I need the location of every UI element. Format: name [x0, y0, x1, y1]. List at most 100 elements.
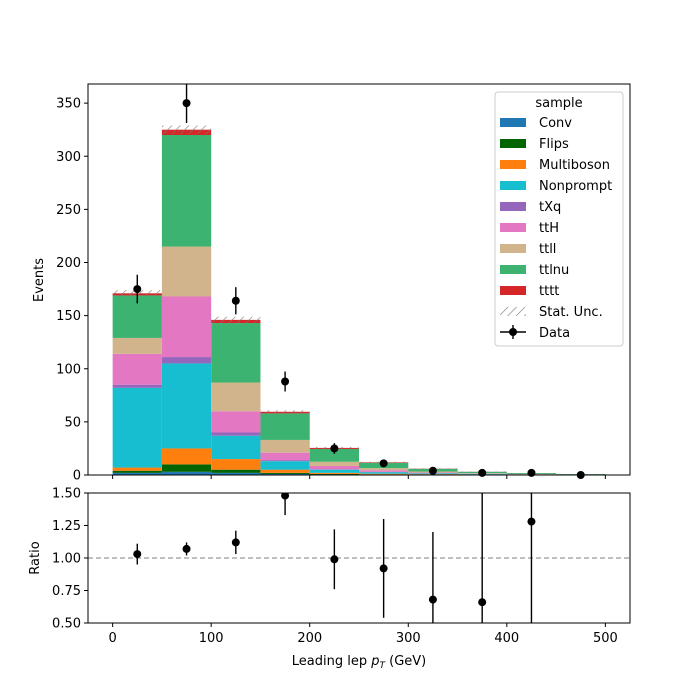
bar-nonprompt-bin-5 — [359, 472, 409, 474]
legend-swatch-stat-unc — [500, 307, 526, 316]
legend-swatch-tttt — [500, 286, 526, 295]
legend-label-txq: tXq — [539, 200, 561, 215]
legend-swatch-flips — [500, 139, 526, 148]
bar-nonprompt-bin-2 — [211, 435, 261, 460]
legend-swatch-conv — [500, 118, 526, 127]
bar-ttlnu-bin-3 — [260, 413, 310, 440]
stacked-bars — [112, 129, 606, 475]
data-point-6 — [428, 466, 437, 475]
data-point-1 — [182, 99, 191, 108]
bar-ttll-bin-0 — [112, 337, 162, 354]
bar-txq-bin-0 — [112, 384, 162, 388]
bar-multiboson-bin-0 — [112, 467, 162, 471]
ratio-point-1 — [182, 544, 191, 553]
bar-ttll-bin-5 — [359, 468, 409, 471]
data-point-5 — [379, 459, 388, 468]
ratio-y-axis: 0.50 0.75 1.00 1.25 1.50 — [52, 487, 88, 632]
x-tick-label-0: 0 — [108, 631, 116, 646]
x-axis-label-text: Leading lep — [292, 654, 371, 669]
stat-unc-band-bin-3 — [260, 410, 310, 414]
stat-unc-band-bin-2 — [211, 316, 261, 324]
bar-nonprompt-bin-0 — [112, 387, 162, 468]
y-tick-label-250: 250 — [56, 203, 81, 218]
main-plot-frame — [87, 83, 631, 476]
legend-entries: Conv Flips Multiboson Nonprompt tXq ttH ttll tt… — [500, 116, 612, 341]
data-point-7 — [478, 468, 487, 477]
x-tick-label-500: 500 — [593, 631, 618, 646]
x-axis-label-unit: (GeV) — [385, 654, 426, 669]
ratio-point-8 — [527, 517, 536, 526]
y-tick-label-300: 300 — [56, 150, 81, 165]
bar-ttll-bin-2 — [211, 382, 261, 412]
stat-unc-band-bin-1 — [161, 125, 212, 134]
ratio-point-6 — [428, 595, 437, 604]
legend-label-multiboson: Multiboson — [539, 158, 610, 173]
ratio-point-0 — [133, 550, 142, 559]
x-tick-label-100: 100 — [199, 631, 224, 646]
bar-multiboson-bin-4 — [309, 472, 359, 474]
legend-label-ttlnu: ttlnu — [539, 263, 569, 278]
main-x-ticks — [112, 475, 606, 479]
ratio-point-5 — [379, 564, 388, 573]
y-tick-label-200: 200 — [56, 256, 81, 271]
ratio-points — [133, 493, 536, 623]
ratio-point-2 — [231, 538, 240, 547]
bar-nonprompt-bin-4 — [309, 469, 359, 473]
x-tick-label-300: 300 — [396, 631, 421, 646]
bar-ttlnu-bin-4 — [309, 448, 359, 462]
bar-tth-bin-1 — [161, 296, 212, 358]
y-tick-label-0: 0 — [73, 469, 81, 484]
legend-label-conv: Conv — [539, 116, 572, 131]
bar-tth-bin-4 — [309, 465, 359, 470]
main-y-label: Events — [32, 258, 47, 302]
bar-flips-bin-1 — [161, 464, 212, 472]
ratio-y-tick-label-0.50: 0.50 — [52, 617, 81, 632]
legend-swatch-multiboson — [500, 160, 526, 169]
x-tick-label-200: 200 — [297, 631, 322, 646]
legend: sample Conv Flips Multiboson Nonprompt tXq tt… — [494, 91, 624, 347]
bar-conv-bin-3 — [260, 473, 310, 475]
data-point-2 — [231, 296, 240, 305]
bar-ttlnu-bin-2 — [211, 323, 261, 383]
ratio-y-label: Ratio — [28, 541, 43, 574]
y-tick-label-350: 350 — [56, 97, 81, 112]
ratio-x-axis: 0 100 200 300 400 500 — [108, 623, 618, 646]
y-tick-label-100: 100 — [56, 362, 81, 377]
bar-multiboson-bin-3 — [260, 469, 310, 473]
x-tick-label-400: 400 — [494, 631, 519, 646]
x-axis-label: Leading lep pT (GeV) — [292, 654, 426, 671]
x-axis-label-var: p — [370, 654, 379, 669]
data-point-3 — [281, 377, 290, 386]
legend-swatch-nonprompt — [500, 181, 526, 190]
bar-ttll-bin-3 — [260, 439, 310, 453]
ratio-plot-frame — [87, 492, 631, 624]
bar-nonprompt-bin-1 — [161, 363, 212, 449]
legend-label-flips: Flips — [539, 137, 569, 152]
bar-conv-bin-1 — [161, 471, 212, 475]
bar-flips-bin-2 — [211, 469, 261, 473]
legend-label-tttt: tttt — [539, 284, 559, 299]
ratio-y-tick-label-1.25: 1.25 — [52, 519, 81, 534]
bar-multiboson-bin-5 — [359, 473, 409, 475]
legend-label-nonprompt: Nonprompt — [539, 179, 612, 194]
legend-swatch-tth — [500, 223, 526, 232]
legend-swatch-txq — [500, 202, 526, 211]
bar-conv-bin-2 — [211, 472, 261, 475]
bar-tth-bin-0 — [112, 353, 162, 385]
ratio-y-tick-label-1.00: 1.00 — [52, 552, 81, 567]
bar-multiboson-bin-1 — [161, 448, 212, 465]
main-panel: 0 50 100 150 200 250 300 350 Events sample Conv… — [32, 83, 631, 484]
bar-ttll-bin-4 — [309, 461, 359, 466]
data-point-4 — [330, 444, 339, 453]
y-tick-label-150: 150 — [56, 309, 81, 324]
data-point-0 — [133, 285, 142, 294]
data-point-8 — [527, 468, 536, 477]
legend-label-ttll: ttll — [539, 242, 556, 257]
bar-multiboson-bin-2 — [211, 459, 261, 470]
bar-flips-bin-4 — [309, 473, 359, 475]
legend-label-tth: ttH — [539, 221, 559, 236]
ratio-point-3 — [281, 493, 290, 500]
bar-txq-bin-3 — [260, 460, 310, 462]
ratio-y-tick-label-1.50: 1.50 — [52, 487, 81, 502]
